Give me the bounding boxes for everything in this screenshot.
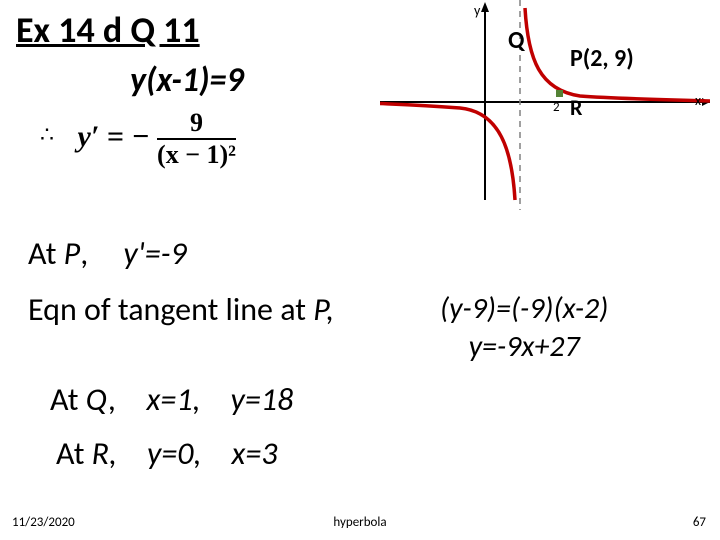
at-point-p: At P, y'=-9 <box>28 234 187 273</box>
fraction-denominator: (x − 1)² <box>157 140 236 168</box>
tangent-eqn-2: y=-9x+27 <box>440 328 608 366</box>
tangent-line-label: Eqn of tangent line at P, <box>28 290 334 329</box>
hyperbola-graph <box>380 0 710 210</box>
slide-title: Ex 14 d Q 11 <box>16 8 200 52</box>
tick-2: 2 <box>553 100 560 115</box>
therefore-symbol: ∴ <box>40 122 70 147</box>
derivative-fraction: 9 (x − 1)² <box>157 110 236 168</box>
tangent-equations: (y-9)=(-9)(x-2) y=-9x+27 <box>440 290 608 365</box>
point-p-label: P(2, 9) <box>570 44 634 73</box>
y-axis-label: y <box>474 2 480 19</box>
footer-topic: hyperbola <box>333 515 386 530</box>
tangent-eqn-1: (y-9)=(-9)(x-2) <box>440 290 608 328</box>
derivative-expression: ∴ y′ = − 9 (x − 1)² <box>40 110 236 168</box>
at-p-label: At P, <box>28 234 116 273</box>
at-p-value: y'=-9 <box>123 234 186 273</box>
derivative-lhs: y′ = − <box>78 120 150 153</box>
at-point-r: At R,y=0,x=3 <box>56 434 277 473</box>
equation-given: y(x-1)=9 <box>130 60 244 101</box>
at-point-q: At Q,x=1,y=18 <box>50 380 293 419</box>
point-r-label: R <box>570 94 582 121</box>
point-q-label: Q <box>508 26 524 55</box>
footer-date: 11/23/2020 <box>12 515 75 530</box>
x-axis-label: x <box>695 92 701 109</box>
footer-page-number: 67 <box>693 515 706 530</box>
fraction-numerator: 9 <box>157 110 236 140</box>
